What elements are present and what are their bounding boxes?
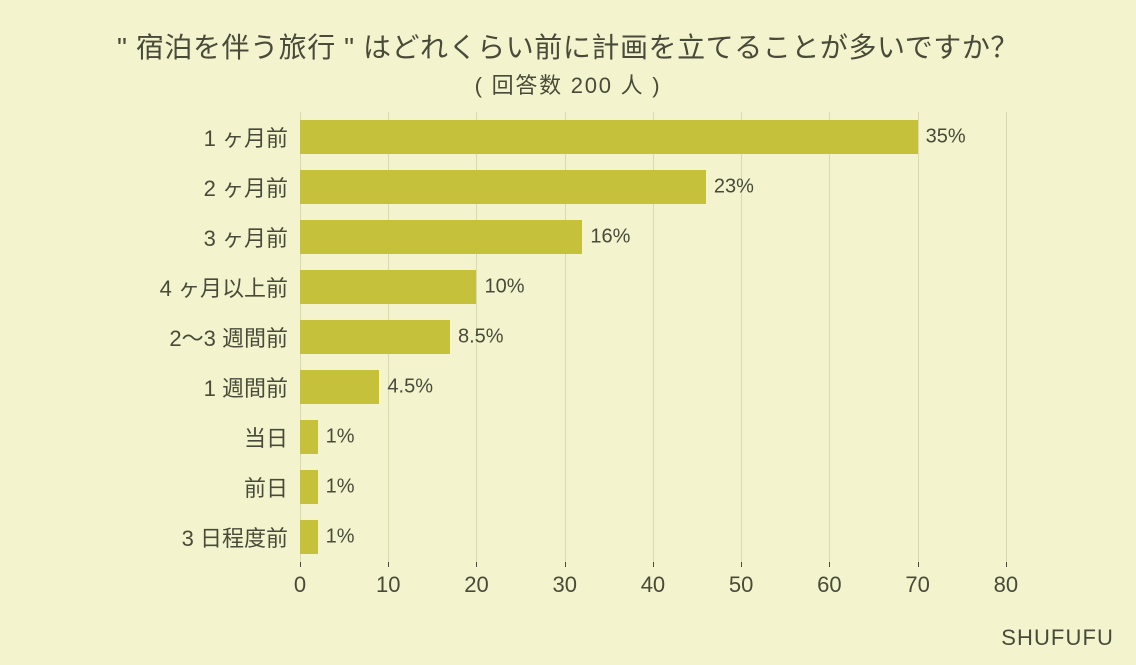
chart-title: " 宿泊を伴う旅行 " はどれくらい前に計画を立てることが多いですか？ <box>0 26 1136 66</box>
x-tick-label: 30 <box>552 572 576 598</box>
category-label: 前日 <box>244 471 300 503</box>
category-label: 3 ヶ月前 <box>204 221 300 253</box>
category-label: 2〜3 週間前 <box>169 321 300 353</box>
x-tick-label: 60 <box>817 572 841 598</box>
chart-subtitle: ( 回答数 200 人 ) <box>0 68 1136 100</box>
x-tick <box>476 562 477 567</box>
bar-value-label: 10% <box>484 276 524 299</box>
bar <box>300 220 582 254</box>
x-tick <box>741 562 742 567</box>
x-tick <box>300 562 301 567</box>
bar-row: 1%前日 <box>300 470 1050 504</box>
category-label: 2 ヶ月前 <box>204 171 300 203</box>
bar-value-label: 35% <box>926 126 966 149</box>
bar-value-label: 8.5% <box>458 326 504 349</box>
bar-row: 16%3 ヶ月前 <box>300 220 1050 254</box>
bar <box>300 470 318 504</box>
plot-area: 0102030405060708035%1 ヶ月前23%2 ヶ月前16%3 ヶ月… <box>300 112 1050 562</box>
category-label: 1 週間前 <box>204 371 300 403</box>
x-tick-label: 50 <box>729 572 753 598</box>
category-label: 当日 <box>244 421 300 453</box>
x-tick <box>388 562 389 567</box>
x-tick-label: 70 <box>905 572 929 598</box>
bar-row: 4.5%1 週間前 <box>300 370 1050 404</box>
x-tick <box>918 562 919 567</box>
chart-container: " 宿泊を伴う旅行 " はどれくらい前に計画を立てることが多いですか？ ( 回答… <box>0 0 1136 665</box>
bar <box>300 320 450 354</box>
x-tick-label: 40 <box>641 572 665 598</box>
bar <box>300 170 706 204</box>
x-tick-label: 80 <box>994 572 1018 598</box>
x-tick-label: 20 <box>464 572 488 598</box>
bar-row: 35%1 ヶ月前 <box>300 120 1050 154</box>
bar-row: 10%4 ヶ月以上前 <box>300 270 1050 304</box>
bar-row: 23%2 ヶ月前 <box>300 170 1050 204</box>
x-tick <box>653 562 654 567</box>
x-tick <box>829 562 830 567</box>
bar-value-label: 23% <box>714 176 754 199</box>
bar <box>300 120 918 154</box>
category-label: 1 ヶ月前 <box>204 121 300 153</box>
x-tick <box>565 562 566 567</box>
category-label: 4 ヶ月以上前 <box>160 271 300 303</box>
bar <box>300 370 379 404</box>
x-tick <box>1006 562 1007 567</box>
bar-value-label: 1% <box>326 526 355 549</box>
bar-value-label: 4.5% <box>387 376 433 399</box>
bar <box>300 420 318 454</box>
bar <box>300 520 318 554</box>
bar-row: 1%当日 <box>300 420 1050 454</box>
x-tick-label: 10 <box>376 572 400 598</box>
category-label: 3 日程度前 <box>182 521 300 553</box>
bar <box>300 270 476 304</box>
bar-value-label: 16% <box>590 226 630 249</box>
bar-row: 8.5%2〜3 週間前 <box>300 320 1050 354</box>
x-tick-label: 0 <box>294 572 306 598</box>
chart-footer: SHUFUFU <box>1001 625 1114 651</box>
bar-value-label: 1% <box>326 426 355 449</box>
bar-value-label: 1% <box>326 476 355 499</box>
bar-row: 1%3 日程度前 <box>300 520 1050 554</box>
